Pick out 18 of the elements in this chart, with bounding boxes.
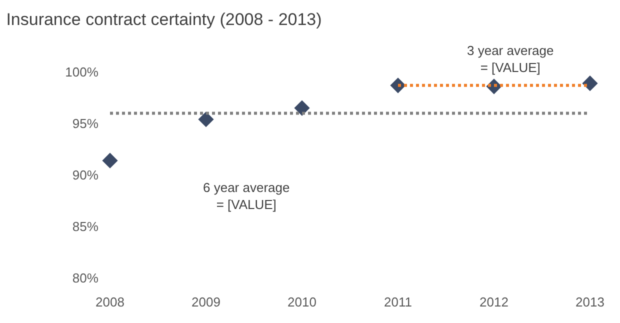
y-tick-label: 80% xyxy=(72,270,99,286)
x-tick-label: 2013 xyxy=(576,294,604,310)
point xyxy=(102,152,118,168)
x-tick-label: 2011 xyxy=(384,294,412,310)
point xyxy=(582,76,598,92)
point xyxy=(294,100,310,116)
point xyxy=(198,112,214,128)
x-tick-label: 2010 xyxy=(288,294,316,310)
y-tick-label: 100% xyxy=(65,64,99,80)
y-tick-label: 90% xyxy=(72,168,99,183)
x-tick-label: 2009 xyxy=(192,294,220,310)
chart-title: Insurance contract certainty (2008 - 2013) xyxy=(6,10,322,29)
annotation: 3 year average = [VALUE] xyxy=(467,43,554,75)
y-tick-label: 95% xyxy=(72,116,99,132)
x-tick-label: 2012 xyxy=(480,294,508,310)
annotation: 6 year average = [VALUE] xyxy=(203,180,290,212)
x-tick-label: 2008 xyxy=(96,294,124,310)
y-tick-label: 85% xyxy=(72,219,99,234)
